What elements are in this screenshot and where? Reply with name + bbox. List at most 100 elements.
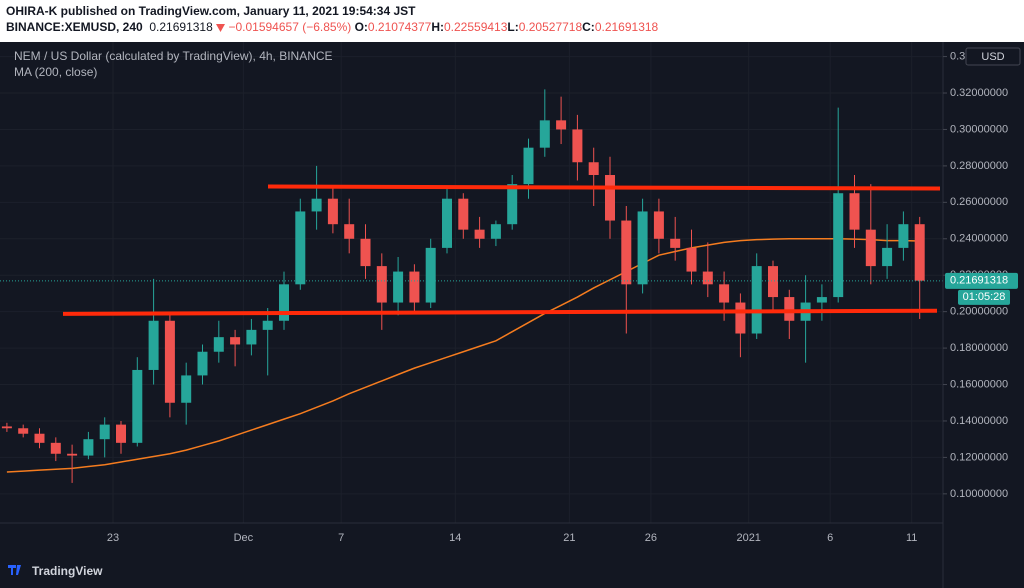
x-tick-label: 11: [906, 532, 917, 544]
y-tick-label: 0.14000000: [950, 415, 1008, 427]
down-arrow: [216, 23, 226, 32]
countdown: 01:05:28: [963, 291, 1006, 303]
candle-body: [914, 224, 925, 281]
candle-body: [670, 238, 681, 248]
candle-body: [230, 337, 241, 345]
candle-body: [311, 198, 322, 212]
x-tick-label: 23: [107, 532, 119, 544]
ohlc-label: L:: [507, 20, 519, 34]
y-tick-label: 0.26000000: [950, 196, 1008, 208]
candle-body: [409, 271, 420, 303]
y-tick-label: 0.12000000: [950, 451, 1008, 463]
ohlc: O:0.21074377H:0.22559413L:0.20527718C:0.…: [355, 20, 659, 34]
candle-body: [213, 337, 224, 352]
candle-body: [262, 320, 273, 330]
candle-body: [442, 198, 452, 248]
candle-body: [164, 320, 175, 403]
countdown-box: [958, 289, 1010, 305]
ohlc-value: 0.21074377: [367, 20, 432, 34]
brand-logo: [8, 565, 21, 575]
x-tick-label: Dec: [234, 532, 254, 544]
candle-body: [1, 426, 12, 429]
candle-body: [849, 193, 860, 230]
candle-body: [295, 211, 306, 285]
last-price-label: 0.21691318: [950, 275, 1008, 287]
candle-body: [83, 439, 94, 456]
candle-body: [181, 375, 192, 403]
x-tick-label: 14: [449, 532, 461, 544]
candle-body: [376, 266, 387, 303]
candle-body: [735, 302, 746, 334]
brand: TradingView: [8, 564, 103, 578]
trend-line: [267, 184, 941, 191]
candle-body: [898, 224, 909, 248]
candle-body: [99, 424, 110, 440]
symbol: BINANCE:XEMUSD, 240: [6, 20, 143, 34]
x-tick-label: 6: [827, 532, 833, 544]
y-tick-label: 0.20000000: [950, 306, 1008, 318]
change: −0.01594657 (−6.85%): [228, 20, 352, 34]
candle-body: [458, 198, 469, 230]
candle-body: [816, 297, 827, 303]
candle-body: [18, 428, 29, 434]
candle-body: [279, 284, 289, 321]
candle-body: [702, 271, 713, 285]
x-tick-label: 21: [563, 532, 575, 544]
candle-body: [588, 162, 599, 176]
candle-body: [34, 433, 45, 443]
candle-body: [327, 198, 338, 225]
ma-line: [6, 238, 920, 473]
candle-body: [556, 120, 567, 130]
chart: NEM / US Dollar (calculated by TradingVi…: [0, 42, 1024, 588]
price: 0.21691318: [149, 20, 213, 34]
candle-body: [653, 211, 664, 239]
symbol-line: BINANCE:XEMUSD, 240 0.21691318 −0.015946…: [6, 20, 658, 34]
candle-body: [425, 247, 436, 303]
y-tick-label: 0.10000000: [950, 488, 1008, 500]
candle-body: [344, 224, 355, 239]
candle-body: [686, 247, 697, 272]
x-tick-label: 7: [338, 532, 344, 544]
candle-body: [865, 229, 876, 267]
candle-body: [539, 120, 550, 148]
y-tick-label: 0.24000000: [950, 233, 1008, 245]
candle-body: [784, 297, 795, 321]
candle-body: [523, 147, 534, 185]
candle-body: [393, 271, 404, 303]
x-tick-label: 2021: [736, 532, 760, 544]
candle-body: [132, 369, 143, 443]
ohlc-label: O:: [354, 20, 368, 34]
author-line: OHIRA-K published on TradingView.com, Ja…: [6, 4, 416, 18]
ohlc-value: 0.20527718: [518, 20, 583, 34]
candle-body: [507, 184, 518, 225]
grid: [0, 42, 943, 523]
candle-body: [490, 224, 501, 239]
header: OHIRA-K published on TradingView.com, Ja…: [0, 0, 1024, 42]
brand-name: TradingView: [32, 564, 103, 578]
candle-body: [67, 453, 78, 456]
candle-body: [833, 193, 844, 298]
candle-body: [605, 175, 615, 221]
candle-body: [116, 424, 126, 443]
candle-body: [246, 329, 257, 345]
candle-body: [50, 442, 61, 454]
candle-body: [882, 247, 893, 267]
y-tick-label: 0.18000000: [950, 342, 1008, 354]
candle-body: [751, 266, 762, 334]
plot: [0, 89, 943, 483]
ohlc-value: 0.22559413: [444, 20, 508, 34]
candle-body: [719, 284, 730, 303]
candle-body: [148, 320, 159, 370]
trend-line: [62, 308, 938, 316]
y-tick-label: 0.28000000: [950, 160, 1008, 172]
last-price-box: [945, 272, 1018, 289]
candle-body: [768, 266, 778, 298]
ohlc-label: C:: [582, 20, 595, 34]
y-tick-label: 0.16000000: [950, 378, 1008, 390]
x-tick-label: 26: [645, 532, 657, 544]
ohlc-value: 0.21691318: [594, 20, 659, 34]
currency: USD: [981, 51, 1004, 63]
legend-symbol: NEM / US Dollar (calculated by TradingVi…: [14, 49, 333, 63]
candle-body: [360, 238, 371, 267]
